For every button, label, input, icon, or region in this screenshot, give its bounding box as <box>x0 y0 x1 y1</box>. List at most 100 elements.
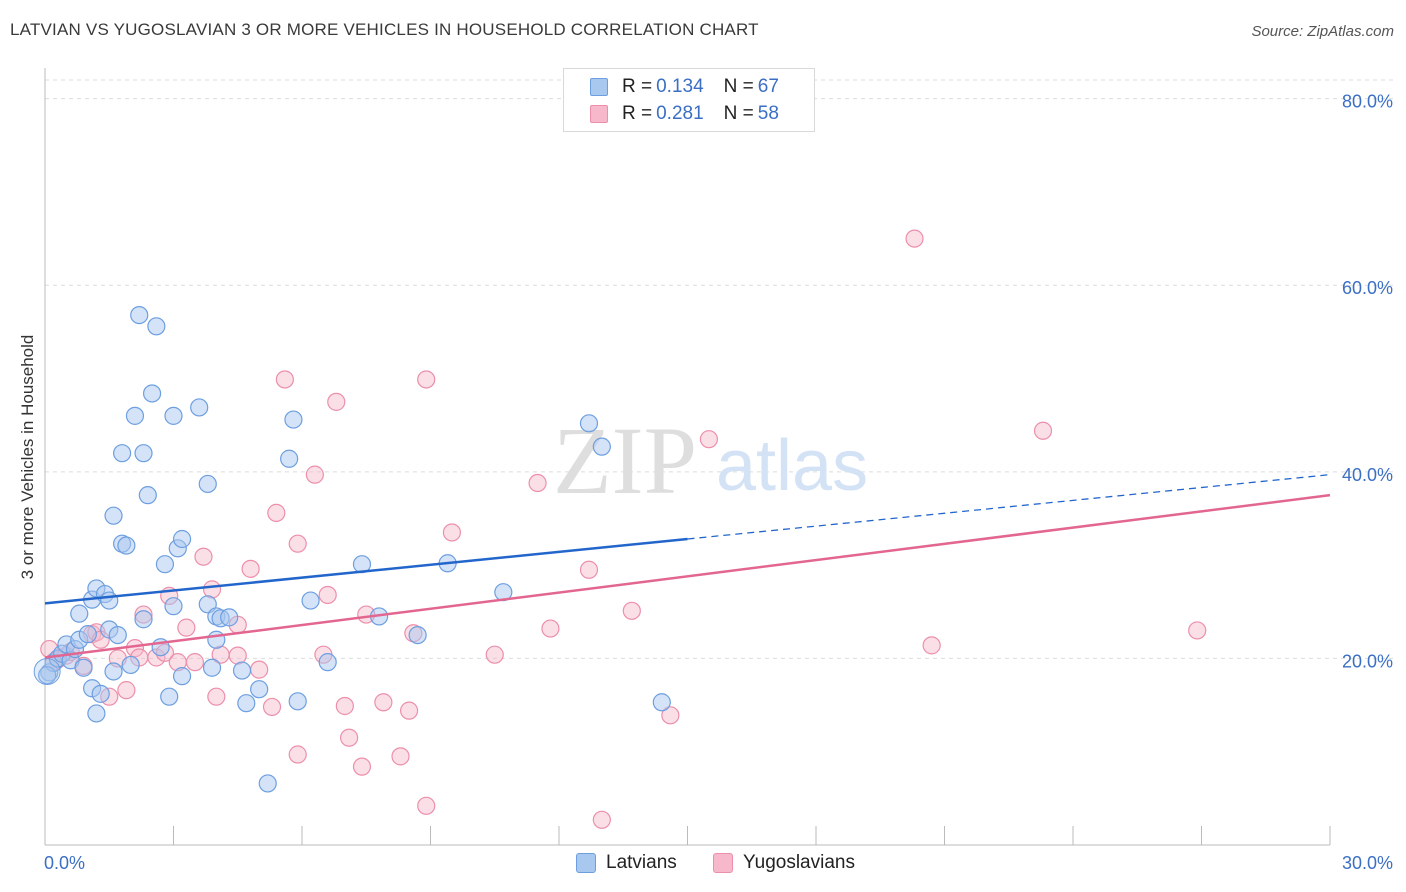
legend-row-yugoslavians: R = 0.281 N = 58 <box>590 102 779 126</box>
watermark: ZIP atlas <box>553 407 868 514</box>
latvians-point <box>130 305 149 325</box>
latvians-point <box>172 667 192 686</box>
x-tick-label: 30.0% <box>1342 853 1393 873</box>
watermark-zip: ZIP <box>553 407 697 514</box>
legend-swatch-yugoslavians <box>590 105 608 123</box>
yugoslavians-point <box>288 534 307 553</box>
legend-swatch-latvians <box>590 78 608 96</box>
yugoslavians-point <box>185 653 205 672</box>
legend-r-label: R = <box>622 103 653 124</box>
legend-n-value: 67 <box>757 76 779 97</box>
yugoslavians-point <box>327 392 346 411</box>
bottom-legend-label-latvians: Latvians <box>606 852 677 873</box>
latvians-point <box>138 486 157 505</box>
latvians-point <box>258 774 277 793</box>
yugoslavians-point <box>288 745 307 764</box>
latvians-point <box>121 655 140 675</box>
latvians-point <box>408 625 427 645</box>
latvians-point <box>592 437 611 456</box>
yugoslavians-point <box>352 757 372 776</box>
latvians-point <box>318 653 337 672</box>
source-credit: Source: ZipAtlas.com <box>1251 23 1394 40</box>
yugoslavians-point <box>267 503 286 522</box>
yugoslavians-trend-line <box>44 493 1331 659</box>
yugoslavians-point <box>241 559 260 578</box>
latvians-point <box>232 661 252 680</box>
latvians-point <box>142 384 162 403</box>
latvians-point <box>288 692 307 711</box>
latvians-point <box>117 536 136 555</box>
latvians-point <box>70 604 89 623</box>
y-tick-label: 80.0% <box>1342 92 1393 112</box>
yugoslavians-point <box>305 465 324 484</box>
latvians-point <box>172 529 192 549</box>
yugoslavians-point <box>699 430 719 449</box>
latvians-point <box>198 474 217 494</box>
yugoslavians-point <box>592 810 611 829</box>
y-tick-label: 40.0% <box>1342 465 1393 485</box>
latvians-point <box>112 444 132 463</box>
yugoslavians-point <box>622 601 641 620</box>
y-tick-label: 20.0% <box>1342 651 1393 671</box>
latvians-point <box>147 317 166 336</box>
latvians-point <box>220 608 239 627</box>
yugoslavians-point <box>579 560 599 579</box>
latvians-point <box>164 406 183 425</box>
legend-n-value: 58 <box>757 103 779 124</box>
yugoslavians-point <box>417 796 436 815</box>
yugoslavians-point <box>335 696 354 716</box>
latvians-point <box>104 506 123 525</box>
bottom-legend-latvians: Latvians <box>576 852 677 874</box>
legend-box: R = 0.134 N = 67 R = 0.281 N = 58 <box>563 68 815 132</box>
yugoslavians-point <box>922 636 941 655</box>
yugoslavians-points <box>40 229 1207 829</box>
x-tick-label: 0.0% <box>44 853 85 873</box>
legend-n-label: N = <box>723 76 754 97</box>
yugoslavians-point <box>417 370 436 389</box>
latvians-point <box>284 410 303 429</box>
trend-lines <box>44 473 1331 659</box>
yugoslavians-point <box>442 523 462 542</box>
yugoslavians-point <box>262 697 282 717</box>
legend-r-value: 0.281 <box>656 103 704 124</box>
yugoslavians-point <box>905 229 924 248</box>
bottom-legend-swatch-yugoslavians <box>713 853 733 873</box>
chart-title: LATVIAN VS YUGOSLAVIAN 3 OR MORE VEHICLE… <box>10 20 759 39</box>
latvians-point <box>207 630 226 649</box>
latvians-point <box>134 610 153 629</box>
bottom-legend-yugoslavians: Yugoslavians <box>713 852 855 874</box>
latvians-point <box>237 694 256 713</box>
yugoslavians-point <box>318 585 337 605</box>
latvians-point <box>190 398 209 417</box>
yugoslavians-point <box>202 580 222 599</box>
latvians-point <box>579 414 599 433</box>
latvians-point <box>125 406 145 425</box>
latvians-point <box>108 625 127 645</box>
bottom-legend-swatch-latvians <box>576 853 596 873</box>
yugoslavians-point <box>661 706 680 725</box>
yugoslavians-point <box>1188 621 1207 640</box>
latvians-point <box>78 625 97 644</box>
yugoslavians-point <box>207 687 226 706</box>
latvians-point <box>155 555 175 574</box>
legend-r-value: 0.134 <box>656 76 704 97</box>
legend-r-label: R = <box>622 76 653 97</box>
bottom-legend-label-yugoslavians: Yugoslavians <box>743 852 855 873</box>
yugoslavians-point <box>177 618 196 637</box>
y-axis-label: 3 or more Vehicles in Household <box>18 335 37 580</box>
yugoslavians-point <box>391 747 410 766</box>
latvians-point <box>100 591 119 610</box>
legend-n-label: N = <box>723 103 754 124</box>
latvians-trend-line <box>44 537 688 605</box>
latvians-point <box>87 704 106 723</box>
latvians-point <box>301 591 320 610</box>
y-tick-label: 60.0% <box>1342 278 1393 298</box>
yugoslavians-point <box>541 619 560 638</box>
yugoslavians-point <box>228 646 247 665</box>
legend-row-latvians: R = 0.134 N = 67 <box>590 75 779 99</box>
yugoslavians-point <box>250 660 269 679</box>
x-tick-labels: 0.0% 30.0% <box>44 853 1393 873</box>
yugoslavians-point <box>194 547 213 566</box>
latvians-point <box>250 680 269 699</box>
